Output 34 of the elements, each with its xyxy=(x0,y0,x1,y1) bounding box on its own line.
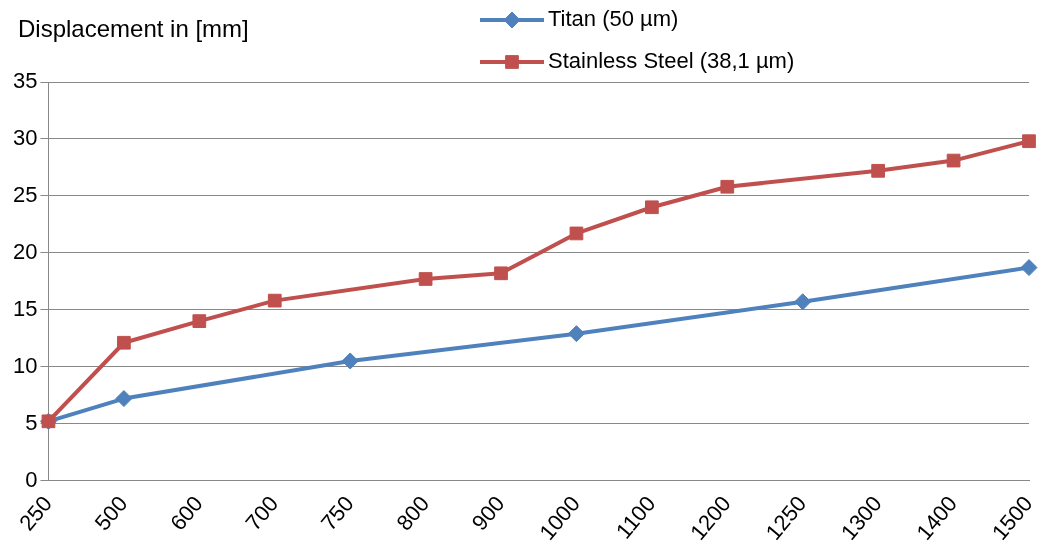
x-tick-label: 600 xyxy=(165,491,208,536)
y-tick-label: 35 xyxy=(12,68,38,94)
y-tick-label: 25 xyxy=(12,181,38,207)
point xyxy=(645,200,659,215)
point xyxy=(794,293,812,311)
x-tick-label: 800 xyxy=(391,491,435,536)
point xyxy=(494,266,508,281)
x-tick-label: 500 xyxy=(89,491,133,536)
y-tick-label: 15 xyxy=(12,295,38,321)
point xyxy=(871,163,886,178)
y-tick-label: 0 xyxy=(25,466,38,492)
point xyxy=(341,352,359,370)
x-tick-label: 750 xyxy=(315,491,359,536)
y-tick-label: 30 xyxy=(12,125,38,150)
point xyxy=(117,335,131,350)
point xyxy=(569,226,584,241)
legend-label: Stainless Steel (38,1 µm) xyxy=(548,48,795,74)
point xyxy=(418,272,433,286)
point xyxy=(567,325,585,343)
y-tick-label: 20 xyxy=(12,238,38,264)
x-tick-label: 700 xyxy=(240,491,284,536)
x-tick-label: 250 xyxy=(14,491,57,536)
y-tick-label: 5 xyxy=(25,409,38,435)
point xyxy=(1022,134,1036,149)
legend-label: Titan (50 µm) xyxy=(548,6,679,32)
point xyxy=(192,314,207,328)
point xyxy=(267,293,282,308)
point xyxy=(1020,259,1038,277)
point xyxy=(946,153,961,168)
y-tick-label: 10 xyxy=(12,352,38,378)
x-tick-label: 900 xyxy=(466,491,510,536)
point xyxy=(720,179,735,194)
point xyxy=(115,390,133,408)
y-axis-title: Displacement in [mm] xyxy=(18,14,249,42)
